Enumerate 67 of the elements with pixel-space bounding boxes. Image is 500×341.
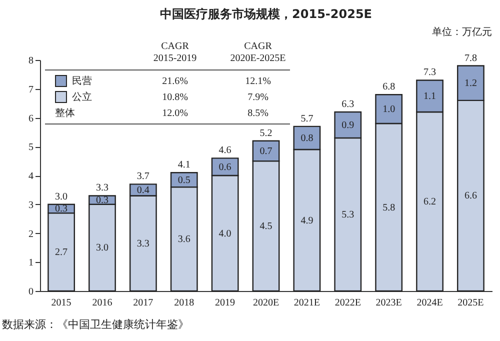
- total-label: 6.8: [382, 82, 396, 93]
- total-label: 4.1: [178, 160, 190, 171]
- total-label: 3.7: [136, 171, 150, 182]
- data-label: 2.7: [55, 247, 68, 258]
- y-tick-label: 3: [28, 200, 34, 211]
- data-label: 5.8: [382, 202, 396, 214]
- annotation: CAGR 2015-2019: [153, 41, 197, 64]
- data-label: 4.5: [260, 221, 272, 232]
- total-label: 3.0: [55, 191, 68, 202]
- data-label: 4.9: [300, 215, 314, 226]
- data-label: 4.0: [218, 228, 232, 240]
- data-label: 3.6: [178, 234, 190, 246]
- data-label: 0.5: [178, 174, 190, 186]
- annotation: 8.5%: [248, 108, 268, 119]
- data-label: 0.9: [342, 120, 354, 131]
- x-tick-label: 2019: [215, 298, 236, 308]
- source-note: 数据来源：《中国卫生健康统计年鉴》: [2, 318, 189, 331]
- annotation: CAGR 2020E-2025E: [230, 41, 286, 64]
- x-tick-label: 2020E: [252, 298, 280, 308]
- data-label: 0.4: [136, 184, 150, 196]
- chart-title: 中国医疗服务市场规模，2015-2025E: [160, 7, 372, 21]
- annotation: 12.1%: [245, 76, 271, 87]
- y-tick-label: 7: [28, 84, 34, 96]
- text: 单位：万亿元: [432, 26, 492, 38]
- x-tick-label: 2024E: [416, 298, 443, 308]
- x-tick-label: 2015: [51, 298, 72, 308]
- legend-label: 民营: [72, 75, 92, 87]
- annotation: 21.6%: [162, 76, 188, 87]
- total-label: 5.2: [260, 128, 272, 139]
- data-label: 3.3: [136, 238, 150, 250]
- data-label: 0.8: [300, 132, 314, 144]
- total-label: 7.8: [464, 52, 477, 64]
- x-tick-label: 2017: [133, 298, 154, 308]
- x-tick-label: 2021E: [294, 298, 320, 308]
- data-label: 0.3: [55, 204, 68, 215]
- y-tick-label: 1: [28, 258, 34, 269]
- total-label: 5.7: [300, 113, 314, 124]
- total-label: 6.3: [342, 98, 354, 110]
- data-label: 6.6: [464, 190, 477, 202]
- y-tick-label: 4: [28, 171, 34, 182]
- y-tick-label: 6: [28, 113, 34, 124]
- annotation: 7.9%: [248, 92, 268, 103]
- annotation: 整体: [55, 107, 75, 119]
- data-label: 1.2: [464, 78, 477, 90]
- x-tick-label: 2022E: [334, 298, 361, 308]
- data-label: 0.6: [218, 162, 232, 173]
- x-tick-label: 2018: [174, 298, 194, 308]
- y-tick-label: 5: [28, 142, 34, 154]
- data-label: 3.0: [96, 242, 108, 254]
- x-tick-label: 2016: [92, 298, 112, 308]
- data-label: 0.7: [260, 146, 272, 157]
- annotation: 10.8%: [162, 92, 188, 103]
- total-label: 3.3: [96, 182, 108, 194]
- legend-label: 公立: [72, 91, 92, 103]
- total-label: 7.3: [424, 67, 436, 78]
- y-tick-label: 2: [28, 228, 34, 240]
- x-tick-label: 2025E: [458, 298, 484, 308]
- annotation: 12.0%: [162, 108, 188, 119]
- data-label: 6.2: [424, 196, 436, 208]
- y-tick-label: 0: [28, 286, 34, 298]
- data-label: 5.3: [342, 209, 354, 220]
- y-tick-label: 8: [28, 56, 34, 66]
- data-label: 1.0: [382, 104, 396, 116]
- total-label: 4.6: [218, 145, 232, 156]
- data-label: 1.1: [424, 91, 436, 102]
- x-tick-label: 2023E: [376, 298, 402, 308]
- data-label: 0.3: [96, 195, 108, 206]
